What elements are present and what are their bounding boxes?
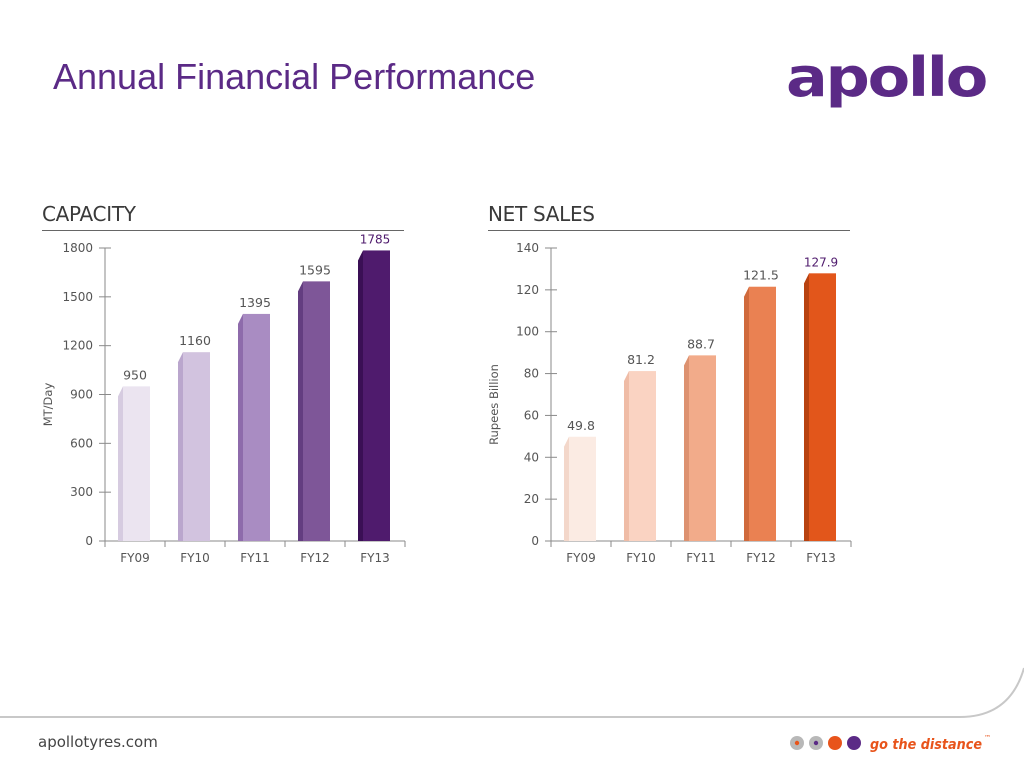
y-tick-label: 1200 xyxy=(62,339,93,353)
bar-side xyxy=(744,286,749,541)
net-sales-title-rule xyxy=(488,230,850,231)
bar-side xyxy=(238,313,243,541)
bar-fy09 xyxy=(564,436,596,541)
tagline-text: go the distance xyxy=(870,737,982,753)
apollo-logo: apollo xyxy=(786,52,988,109)
y-tick-label: 40 xyxy=(524,450,539,464)
bar-side xyxy=(804,273,809,541)
bar-side xyxy=(624,371,629,541)
category-label: FY12 xyxy=(300,551,330,565)
value-label: 49.8 xyxy=(567,418,595,433)
y-tick-label: 900 xyxy=(70,388,93,402)
footer-curve xyxy=(0,667,1024,718)
category-label: FY12 xyxy=(746,551,776,565)
capacity-chart: 0 300 600 900 1200 1500 1800 MT/Day 950 FY09 1160 F… xyxy=(41,232,406,565)
bar-side xyxy=(298,281,303,541)
net-sales-chart-title: NET SALES xyxy=(488,202,595,226)
y-tick-label: 1800 xyxy=(62,241,93,255)
footer-url: apollotyres.com xyxy=(38,733,158,751)
value-label: 1395 xyxy=(239,295,271,310)
bar-fy13 xyxy=(358,250,390,542)
bar-face xyxy=(809,273,836,541)
tagline-trademark: ™ xyxy=(984,734,991,742)
bar-fy11 xyxy=(684,355,716,541)
capacity-chart-title: CAPACITY xyxy=(42,202,136,226)
y-tick-label: 120 xyxy=(516,283,539,297)
category-label: FY10 xyxy=(626,551,656,565)
value-label: 1785 xyxy=(360,232,391,246)
category-label: FY13 xyxy=(806,551,836,565)
slide-title: Annual Financial Performance xyxy=(53,56,536,97)
tagline-dot-icon xyxy=(847,736,861,750)
category-label: FY09 xyxy=(120,551,150,565)
y-tick-label: 0 xyxy=(531,534,539,548)
y-axis-label: Rupees Billion xyxy=(487,364,501,445)
y-tick-label: 300 xyxy=(70,485,93,499)
tagline: go the distance ™ xyxy=(790,734,991,753)
value-label: 121.5 xyxy=(743,268,779,283)
bar-face xyxy=(303,281,330,541)
bar-fy10 xyxy=(178,352,210,541)
logo-text: apollo xyxy=(786,52,986,109)
bar-face xyxy=(689,355,716,541)
capacity-title-rule xyxy=(42,230,404,231)
value-label: 127.9 xyxy=(804,255,838,269)
value-label: 1595 xyxy=(299,262,331,277)
bar-fy11 xyxy=(238,313,270,541)
bar-side xyxy=(118,386,123,541)
y-tick-label: 0 xyxy=(85,534,93,548)
category-label: FY10 xyxy=(180,551,210,565)
y-tick-label: 80 xyxy=(524,367,539,381)
category-label: FY11 xyxy=(686,551,716,565)
bar-fy13 xyxy=(804,273,836,541)
bar-face xyxy=(749,286,776,541)
y-axis-label: MT/Day xyxy=(41,383,55,427)
bar-side xyxy=(564,436,569,541)
y-tick-label: 100 xyxy=(516,325,539,339)
y-tick-label: 600 xyxy=(70,436,93,450)
category-label: FY11 xyxy=(240,551,270,565)
bar-side xyxy=(358,250,363,542)
y-tick-label: 60 xyxy=(524,408,539,422)
bar-side xyxy=(178,352,183,541)
y-tick-label: 20 xyxy=(524,492,539,506)
category-label: FY13 xyxy=(360,551,390,565)
bar-fy10 xyxy=(624,371,656,541)
value-label: 81.2 xyxy=(627,352,655,367)
value-label: 950 xyxy=(123,367,147,382)
net-sales-chart: 0 20 40 60 80 100 120 140 Rupees Billion 49.8 FY09… xyxy=(487,241,852,565)
bar-face xyxy=(363,250,390,542)
y-tick-label: 1500 xyxy=(62,290,93,304)
tagline-dot-icon xyxy=(828,736,842,750)
value-label: 1160 xyxy=(179,333,211,348)
category-label: FY09 xyxy=(566,551,596,565)
bar-side xyxy=(684,355,689,541)
value-label: 88.7 xyxy=(687,336,715,351)
bar-face xyxy=(569,436,596,541)
bar-face xyxy=(183,352,210,541)
bar-face xyxy=(629,371,656,541)
bar-face xyxy=(123,386,150,541)
bar-fy12 xyxy=(298,281,330,541)
bar-fy12 xyxy=(744,286,776,541)
bar-face xyxy=(243,313,270,541)
y-tick-label: 140 xyxy=(516,241,539,255)
bar-fy09 xyxy=(118,386,150,541)
